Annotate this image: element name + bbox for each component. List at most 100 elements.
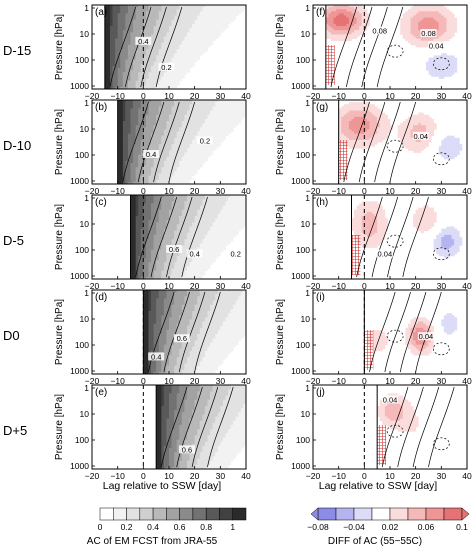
diff-field [325, 5, 458, 85]
colorbar-label: 0 [98, 522, 103, 532]
y-tick-label: 10 [80, 124, 90, 134]
negative-contour [432, 152, 450, 166]
contour-label: 0.4 [151, 352, 161, 361]
colorbar-label: 0.02 [382, 522, 399, 532]
contour-label: 0.04 [378, 250, 393, 259]
x-tick-label: 40 [462, 91, 472, 101]
colorbar-label: 0.1 [456, 522, 468, 532]
x-tick-label: −20 [85, 471, 100, 481]
negative-contour [432, 57, 450, 71]
y-tick-label: 100 [75, 55, 89, 65]
x-tick-label: −20 [306, 281, 321, 291]
panel-letter: (c) [95, 197, 107, 208]
x-tick-label: 10 [164, 281, 174, 291]
row-label: D-10 [3, 138, 31, 153]
y-tick-label: 1 [84, 98, 89, 108]
contour-label: 0.2 [200, 136, 210, 145]
y-tick-label: 1000 [291, 176, 310, 186]
negative-contour [386, 234, 404, 248]
panel-letter: (b) [95, 102, 107, 113]
x-tick-label: 10 [385, 376, 395, 386]
colorbar-swatch [389, 507, 409, 521]
y-tick-label: 1000 [291, 271, 310, 281]
x-tick-label: 10 [164, 91, 174, 101]
x-tick-label: 40 [462, 186, 472, 196]
colorbar-swatch [192, 507, 207, 521]
y-tick-label: 1 [305, 383, 310, 393]
diff-field [338, 102, 463, 180]
y-tick-label: 100 [296, 55, 310, 65]
colorbar-label: 1 [230, 522, 235, 532]
contour-lines [117, 100, 196, 184]
y-tick-label: 100 [296, 245, 310, 255]
colorbar-swatch [139, 507, 154, 521]
x-axis-label-right: Lag relative to SSW [day] [319, 480, 438, 492]
contour-label: 0.4 [146, 150, 156, 159]
x-tick-label: −20 [306, 376, 321, 386]
panel-letter: (j) [316, 387, 325, 398]
y-tick-label: 1 [84, 288, 89, 298]
y-tick-label: 100 [296, 150, 310, 160]
x-tick-label: 20 [411, 186, 421, 196]
x-tick-label: 20 [190, 186, 200, 196]
x-tick-label: 40 [241, 281, 251, 291]
colorbar-label: 0.6 [174, 522, 186, 532]
x-tick-label: −10 [331, 186, 346, 196]
y-tick-label: 10 [80, 219, 90, 229]
contour-lines [369, 291, 442, 373]
y-tick-label: 1 [84, 3, 89, 13]
x-tick-label: 10 [164, 186, 174, 196]
x-tick-label: 10 [385, 186, 395, 196]
colorbar-swatch [353, 507, 373, 521]
ac-field [104, 5, 247, 90]
panel-letter: (i) [316, 292, 325, 303]
x-tick-label: 30 [437, 281, 447, 291]
contour-lines [343, 101, 417, 183]
y-axis-label: Pressure [hPa] [275, 14, 286, 80]
negative-contour [432, 437, 450, 451]
colorbar-label: 0.4 [147, 522, 159, 532]
x-tick-label: −20 [306, 91, 321, 101]
x-tick-label: −20 [306, 186, 321, 196]
y-axis-label: Pressure [hPa] [54, 14, 65, 80]
x-tick-label: 10 [164, 471, 174, 481]
x-tick-label: 40 [241, 186, 251, 196]
x-tick-label: −10 [110, 281, 125, 291]
negative-contour [386, 139, 404, 153]
y-tick-label: 10 [80, 314, 90, 324]
contour-label: 0.04 [419, 332, 434, 341]
row-label: D+5 [3, 423, 27, 438]
colorbar-swatch [443, 507, 463, 521]
x-tick-label: 10 [164, 376, 174, 386]
contour-label: 0.6 [182, 445, 192, 454]
x-tick-label: 40 [462, 376, 472, 386]
panel-letter: (d) [95, 292, 107, 303]
y-axis-label: Pressure [hPa] [54, 394, 65, 460]
x-tick-label: 0 [141, 376, 146, 386]
colorbar-label: −0.08 [307, 522, 329, 532]
colorbar-swatch [317, 507, 337, 521]
colorbar-swatch [126, 507, 141, 521]
x-tick-label: 0 [141, 186, 146, 196]
x-tick-label: 10 [385, 281, 395, 291]
x-tick-label: −20 [85, 186, 100, 196]
negative-contour [432, 247, 450, 261]
panel-letter: (h) [316, 197, 328, 208]
colorbar-label: 0.8 [200, 522, 212, 532]
contour-label: 0.2 [231, 250, 241, 259]
x-tick-label: 30 [437, 471, 447, 481]
y-tick-label: 1 [305, 3, 310, 13]
x-tick-label: 0 [141, 91, 146, 101]
right-colorbar: −0.08 −0.04 0.02 0.06 0.1 [307, 507, 470, 532]
x-tick-label: −20 [306, 471, 321, 481]
contour-lines [156, 385, 234, 469]
y-tick-label: 1000 [70, 81, 89, 91]
panel-letter: (f) [316, 7, 325, 18]
x-tick-label: 0 [141, 281, 146, 291]
x-tick-label: 0 [362, 91, 367, 101]
x-tick-label: −10 [110, 471, 125, 481]
x-tick-label: −20 [85, 91, 100, 101]
colorbar-swatch [232, 507, 247, 521]
